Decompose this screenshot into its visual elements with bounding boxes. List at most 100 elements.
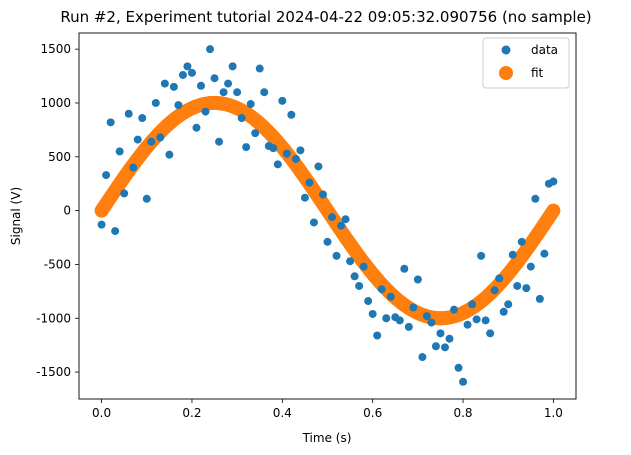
- legend-label-fit: fit: [531, 66, 544, 80]
- data-point: [549, 177, 558, 186]
- data-point: [111, 227, 120, 236]
- data-point: [499, 307, 508, 316]
- data-point: [129, 163, 138, 172]
- data-point: [273, 160, 282, 169]
- data-point: [373, 331, 382, 340]
- data-point: [124, 109, 133, 118]
- data-point: [332, 251, 341, 260]
- data-point: [138, 114, 147, 123]
- data-point: [418, 353, 427, 362]
- data-point: [490, 286, 499, 295]
- data-point: [400, 264, 409, 273]
- x-axis: 0.0 0.2 0.4 0.6 0.8 1.0: [92, 399, 563, 420]
- data-point: [215, 137, 224, 146]
- data-point: [413, 275, 422, 284]
- x-tick-label: 0.6: [363, 406, 382, 420]
- data-point: [210, 74, 219, 83]
- y-tick-label: -1500: [36, 365, 71, 379]
- data-point: [165, 150, 174, 159]
- data-point: [183, 62, 192, 71]
- data-point: [535, 294, 544, 303]
- data-point: [368, 309, 377, 318]
- y-tick-label: 500: [48, 150, 71, 164]
- data-point: [192, 123, 201, 132]
- data-point: [282, 149, 291, 158]
- data-point: [219, 88, 228, 97]
- data-point: [364, 297, 373, 306]
- data-point: [531, 194, 540, 203]
- data-point: [255, 64, 264, 73]
- data-point: [296, 146, 305, 155]
- data-point: [314, 162, 323, 171]
- data-point: [522, 284, 531, 293]
- data-point: [481, 316, 490, 325]
- data-point: [97, 220, 106, 229]
- x-axis-label: Time (s): [302, 431, 352, 445]
- data-point: [323, 237, 332, 246]
- x-tick-label: 1.0: [544, 406, 563, 420]
- y-tick-label: 1000: [40, 96, 71, 110]
- legend-marker-data: [501, 45, 511, 55]
- data-point: [169, 82, 178, 91]
- data-point: [382, 314, 391, 323]
- data-point: [355, 281, 364, 290]
- data-point: [495, 274, 504, 283]
- data-point: [160, 79, 169, 88]
- data-point: [300, 193, 309, 202]
- data-point: [468, 300, 477, 309]
- data-point: [526, 262, 535, 271]
- data-point: [251, 129, 260, 138]
- y-tick-label: -1000: [36, 311, 71, 325]
- data-point: [102, 171, 111, 180]
- data-point: [422, 312, 431, 321]
- x-tick-label: 0.4: [273, 406, 292, 420]
- data-point: [106, 118, 115, 127]
- data-point: [486, 329, 495, 338]
- data-point: [328, 213, 337, 222]
- data-point: [341, 215, 350, 224]
- data-point: [260, 88, 269, 97]
- data-point: [472, 315, 481, 324]
- data-point: [142, 194, 151, 203]
- data-point: [305, 178, 314, 187]
- legend: data fit: [482, 37, 570, 89]
- x-tick-label: 0.0: [92, 406, 111, 420]
- data-point: [463, 320, 472, 329]
- data-point: [318, 190, 327, 199]
- data-point: [459, 377, 468, 386]
- data-point: [224, 79, 233, 88]
- x-tick-label: 0.8: [453, 406, 472, 420]
- legend-marker-fit: [499, 66, 513, 80]
- data-point: [517, 237, 526, 246]
- y-axis: -1500 -1000 -500 0 500 1000 1500: [36, 42, 79, 379]
- data-point: [151, 98, 160, 107]
- data-point: [196, 81, 205, 90]
- data-point: [450, 305, 459, 314]
- data-point: [404, 322, 413, 331]
- legend-label-data: data: [531, 43, 558, 57]
- data-point: [242, 143, 251, 152]
- data-point: [147, 137, 156, 146]
- data-point: [377, 285, 386, 294]
- data-point: [504, 300, 513, 309]
- data-point: [436, 329, 445, 338]
- data-point: [278, 96, 287, 105]
- data-point: [386, 292, 395, 301]
- data-point: [513, 281, 522, 290]
- plot-frame: [78, 32, 577, 400]
- data-point: [440, 343, 449, 352]
- data-point: [233, 88, 242, 97]
- data-point: [409, 303, 418, 312]
- data-point: [201, 107, 210, 116]
- data-point: [540, 249, 549, 258]
- data-point: [350, 272, 359, 281]
- data-point: [178, 70, 187, 79]
- data-point: [346, 257, 355, 266]
- y-tick-label: 0: [63, 204, 71, 218]
- data-point: [187, 68, 196, 77]
- y-tick-label: -500: [44, 257, 71, 271]
- data-point: [309, 218, 318, 227]
- data-point: [237, 114, 246, 123]
- data-point: [174, 101, 183, 110]
- data-point: [156, 133, 165, 142]
